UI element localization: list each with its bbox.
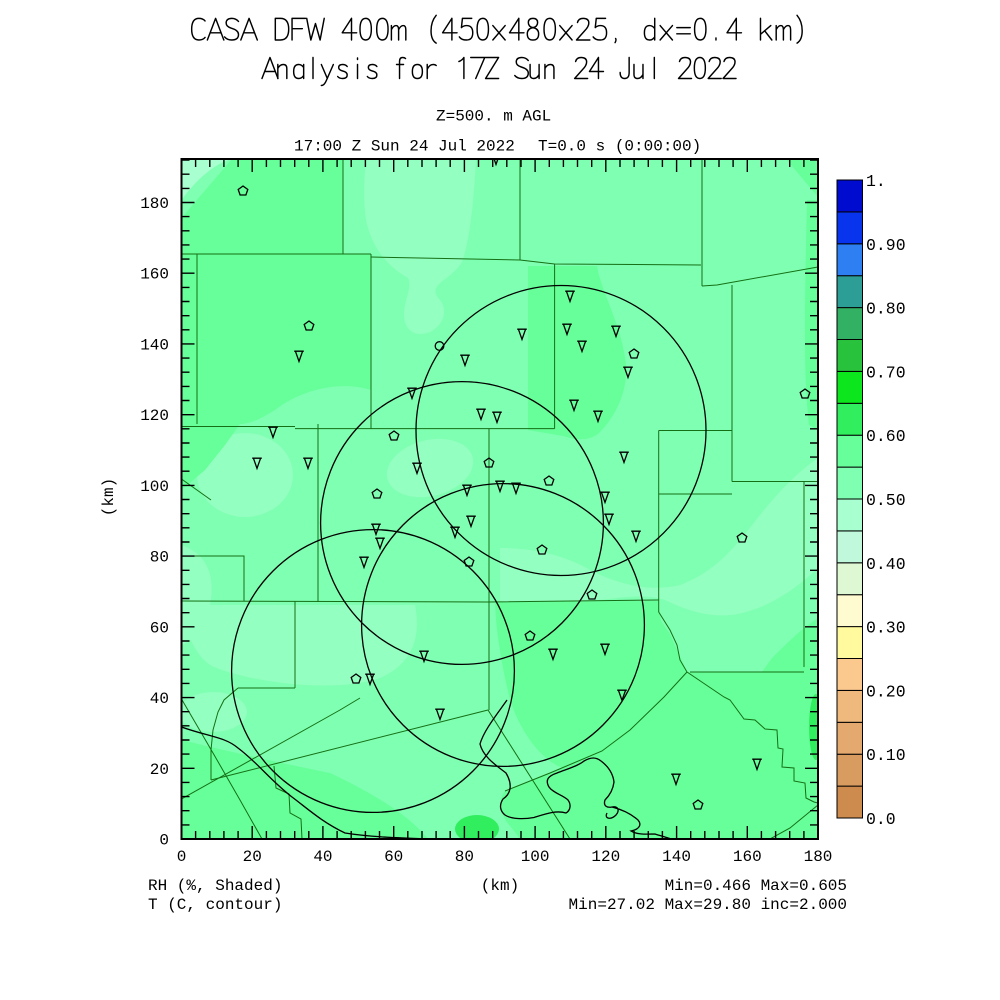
svg-text:100: 100 (140, 478, 169, 496)
svg-text:Min=0.466 Max=0.605: Min=0.466 Max=0.605 (665, 877, 847, 895)
svg-text:180: 180 (140, 195, 169, 213)
svg-text:RH (%, Shaded): RH (%, Shaded) (148, 877, 282, 895)
svg-text:80: 80 (455, 848, 474, 866)
svg-text:Min=27.02 Max=29.80 inc=2.000: Min=27.02 Max=29.80 inc=2.000 (569, 896, 847, 914)
svg-text:100: 100 (521, 848, 550, 866)
svg-text:120: 120 (591, 848, 620, 866)
svg-text:180: 180 (804, 848, 833, 866)
svg-text:1.: 1. (866, 172, 886, 191)
svg-text:60: 60 (150, 619, 169, 637)
svg-text:0.40: 0.40 (866, 555, 906, 574)
svg-text:0.20: 0.20 (866, 682, 906, 701)
svg-text:140: 140 (662, 848, 691, 866)
svg-text:0.70: 0.70 (866, 363, 906, 382)
svg-text:0.90: 0.90 (866, 236, 906, 255)
svg-text:80: 80 (150, 549, 169, 567)
svg-text:20: 20 (243, 848, 262, 866)
svg-text:140: 140 (140, 336, 169, 354)
svg-text:(km): (km) (481, 877, 519, 895)
svg-text:120: 120 (140, 407, 169, 425)
svg-text:17:00 Z Sun 24 Jul 2022: 17:00 Z Sun 24 Jul 2022 (294, 138, 515, 156)
svg-text:20: 20 (150, 761, 169, 779)
svg-text:T (C, contour): T (C, contour) (148, 896, 282, 914)
svg-text:160: 160 (140, 266, 169, 284)
svg-text:(km): (km) (100, 478, 118, 516)
svg-text:0.30: 0.30 (866, 619, 906, 638)
svg-text:0.0: 0.0 (866, 810, 896, 829)
svg-text:60: 60 (384, 848, 403, 866)
svg-text:Z=500. m AGL: Z=500. m AGL (436, 108, 551, 126)
svg-text:0.10: 0.10 (866, 746, 906, 765)
svg-text:T=0.0 s (0:00:00): T=0.0 s (0:00:00) (538, 138, 701, 156)
svg-text:40: 40 (313, 848, 332, 866)
svg-text:0.60: 0.60 (866, 427, 906, 446)
svg-text:0.50: 0.50 (866, 491, 906, 510)
svg-text:0.80: 0.80 (866, 300, 906, 319)
svg-text:160: 160 (733, 848, 762, 866)
svg-text:0: 0 (159, 832, 169, 850)
svg-text:40: 40 (150, 690, 169, 708)
svg-text:0: 0 (177, 848, 187, 866)
